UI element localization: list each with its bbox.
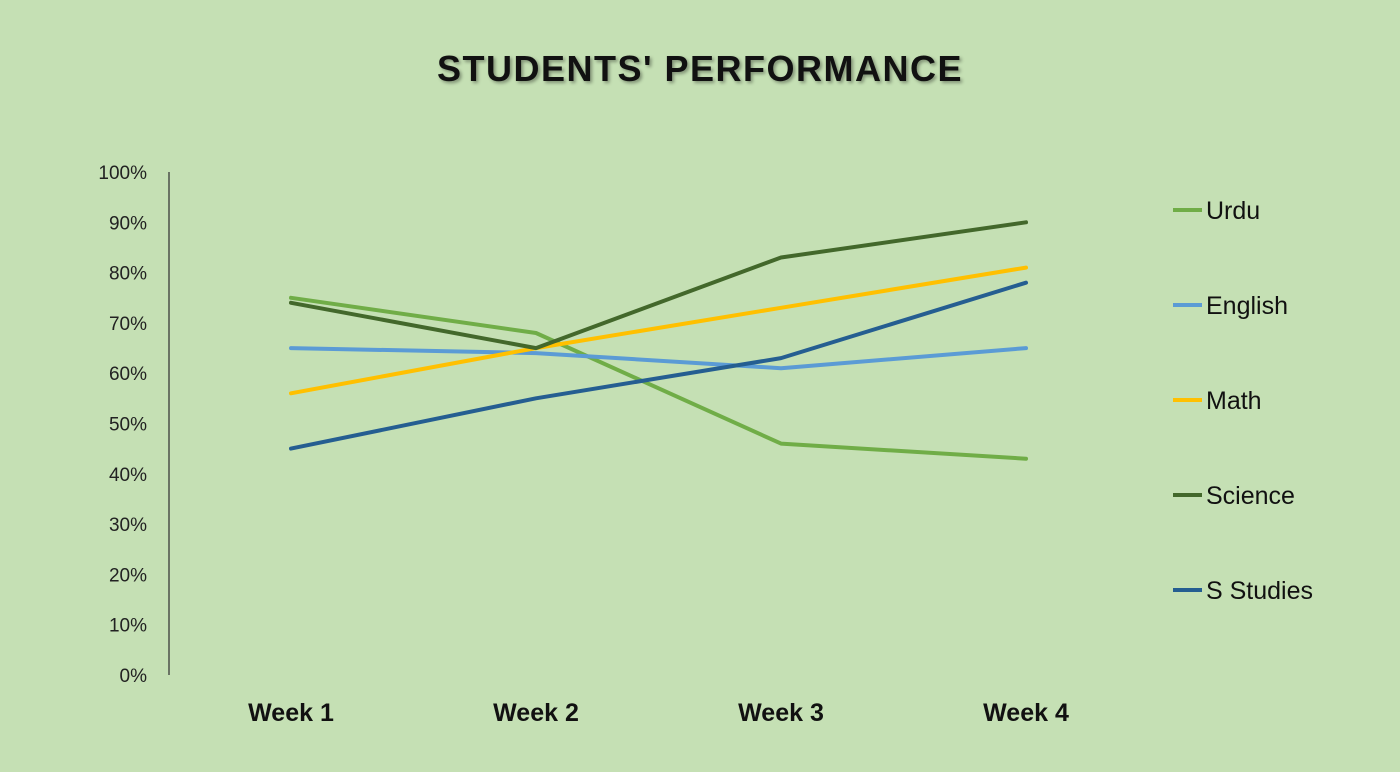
legend-label: S Studies — [1206, 577, 1313, 605]
y-tick-label: 30% — [109, 515, 147, 536]
chart-title: STUDENTS' PERFORMANCE — [436, 48, 964, 89]
series-line-english — [289, 346, 1028, 371]
x-tick-label: Week 1 — [248, 699, 334, 727]
y-tick-label: 20% — [109, 565, 147, 586]
y-tick-label: 100% — [98, 163, 147, 184]
x-tick-label: Week 3 — [738, 699, 824, 727]
x-tick-label: Week 2 — [493, 699, 579, 727]
y-tick-label: 50% — [109, 415, 147, 436]
series-line-s-studies — [289, 280, 1028, 451]
legend-label: Urdu — [1206, 197, 1260, 225]
y-tick-label: 70% — [109, 314, 147, 335]
legend-label: English — [1206, 292, 1288, 320]
y-tick-label: 40% — [109, 465, 147, 486]
legend-label: Science — [1206, 482, 1295, 510]
y-tick-label: 90% — [109, 213, 147, 234]
series-line-urdu — [289, 295, 1028, 461]
series-line-science — [289, 220, 1028, 351]
y-axis: 0% 10% 20% 30% 40% 50% 60% 70% 80% 90% 100% — [98, 163, 170, 687]
y-tick-label: 60% — [109, 364, 147, 385]
series-lines — [289, 220, 1028, 461]
legend-label: Math — [1206, 387, 1262, 415]
x-axis: Week 1 Week 2 Week 3 Week 4 — [248, 699, 1069, 727]
legend: Urdu English Math Science S Studies — [1173, 197, 1313, 605]
x-tick-label: Week 4 — [983, 699, 1069, 727]
series-line-math — [289, 265, 1028, 396]
y-tick-label: 80% — [109, 264, 147, 285]
y-tick-label: 10% — [109, 616, 147, 637]
y-tick-label: 0% — [120, 666, 148, 687]
